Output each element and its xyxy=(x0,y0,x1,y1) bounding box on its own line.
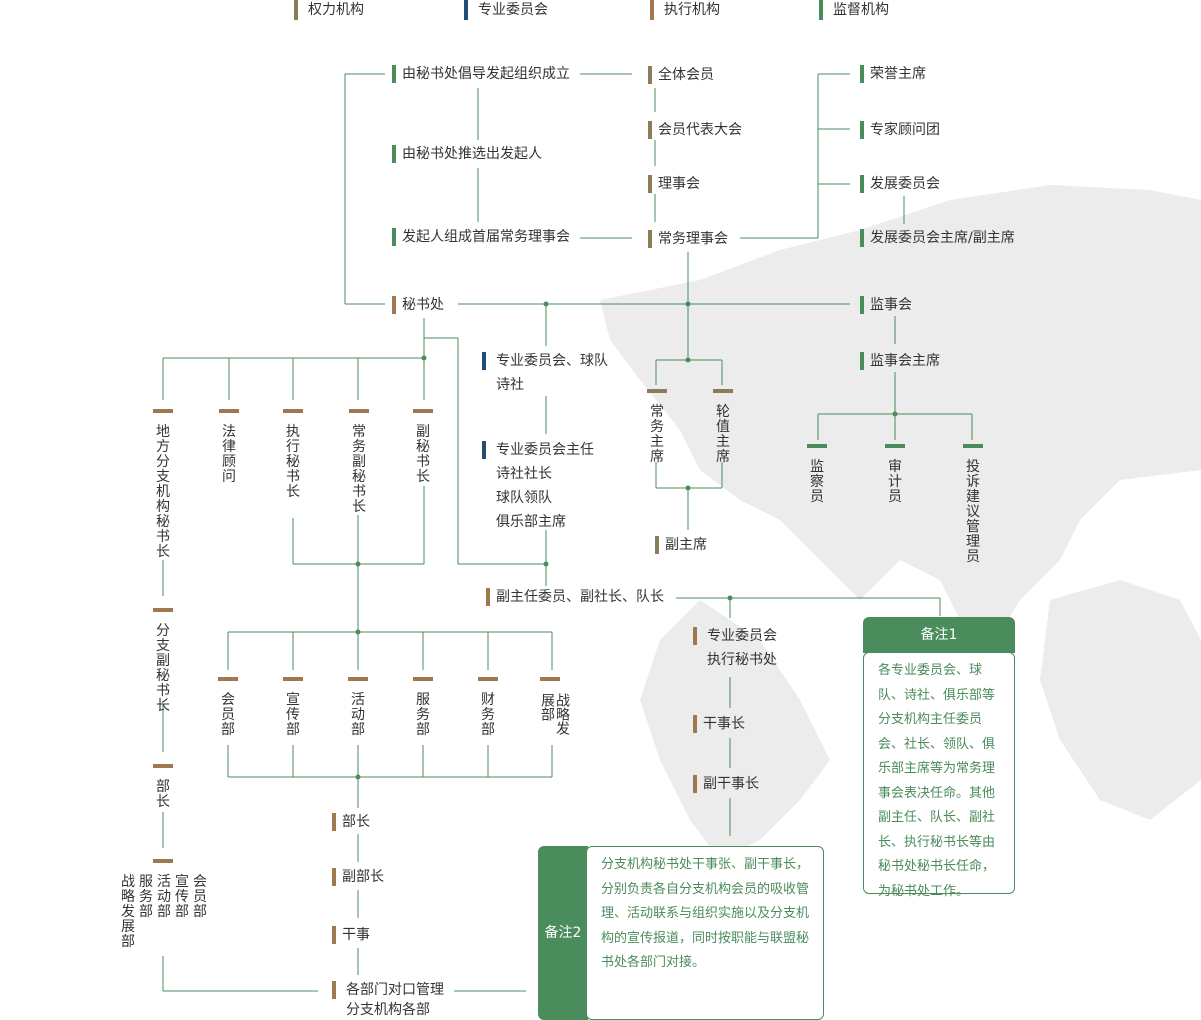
node-initiated: 由秘书处倡导发起组织成立 xyxy=(392,64,570,84)
node-dept-strategy: 战略发展部 xyxy=(539,693,570,735)
junction-dot-3 xyxy=(685,485,691,491)
note1-text: 各专业委员会、球队、诗社、俱乐部等分支机构主任委员会、社长、领队、俱乐部主席等为… xyxy=(863,652,1015,899)
node-branch-dept-member: 会 员 部 xyxy=(193,874,207,920)
node-legal-advisor: 法 律 顾 问 xyxy=(219,409,239,485)
node-branch-dept-publicity: 宣 传 部 xyxy=(175,874,189,920)
node-dept-activity: 活 动 部 xyxy=(348,677,368,738)
node-dept-staff: 干事 xyxy=(332,925,370,945)
node-branch-dept-activity: 活 动 部 xyxy=(157,874,171,920)
node-council: 理事会 xyxy=(648,174,700,194)
junction-dot-1 xyxy=(685,301,691,307)
node-secretariat: 秘书处 xyxy=(392,295,444,315)
node-supervisory-chair: 监事会主席 xyxy=(860,351,940,371)
node-branch-dept-service: 服 务 部 xyxy=(139,874,153,920)
junction-dot-9 xyxy=(355,774,361,780)
junction-dot-4 xyxy=(892,411,898,417)
node-branch-vice-secretary: 分 支 副 秘 书 长 xyxy=(153,608,173,714)
note2-text: 分支机构秘书处干事张、副干事长，分别负责各自分支机构会员的吸收管理、活动联系与组… xyxy=(586,846,824,1020)
node-standing-board: 常务理事会 xyxy=(648,229,728,249)
node-dev-chair: 发展委员会主席/副主席 xyxy=(860,228,1015,248)
node-elect-founders: 由秘书处推选出发起人 xyxy=(392,144,542,164)
node-rotating-chair: 轮 值 主 席 xyxy=(713,389,733,465)
junction-dots xyxy=(355,301,898,780)
node-deputies: 副主任委员、副社长、队长 xyxy=(486,587,664,607)
node-branch-minister: 部 长 xyxy=(153,764,173,810)
node-honor-chair: 荣誉主席 xyxy=(860,64,926,84)
legend-exec: 执行机构 xyxy=(650,0,720,20)
note1-title: 备注1 xyxy=(863,617,1015,653)
node-deputy-director: 副干事长 xyxy=(693,774,759,794)
node-exec-secretary: 执 行 秘 书 长 xyxy=(283,409,303,500)
node-dept-publicity: 宣 传 部 xyxy=(283,677,303,738)
dept-strategy-marker xyxy=(540,677,560,681)
node-standing-chair: 常 务 主 席 xyxy=(647,389,667,465)
node-complaint-manager: 投 诉 建 议 管 理 员 xyxy=(963,444,983,565)
node-dept-finance: 财 务 部 xyxy=(478,677,498,738)
node-supervisory-board: 监事会 xyxy=(860,295,912,315)
junction-dot-0 xyxy=(543,301,549,307)
node-dept-member: 会 员 部 xyxy=(218,677,238,738)
node-dept-service: 服 务 部 xyxy=(413,677,433,738)
node-committee-heads: 专业委员会主任 诗社社长 球队领队 俱乐部主席 xyxy=(482,438,594,534)
legend-supervise: 监督机构 xyxy=(819,0,889,20)
node-deputy-secretary: 副 秘 书 长 xyxy=(413,409,433,485)
world-map-background xyxy=(600,185,1201,860)
node-committees: 专业委员会、球队 诗社 xyxy=(482,349,608,397)
legend-committee: 专业委员会 xyxy=(464,0,548,20)
node-branch-dept-strategy: 战 略 发 展 部 xyxy=(121,874,135,950)
node-auditor: 审 计 员 xyxy=(885,444,905,505)
node-congress: 会员代表大会 xyxy=(648,120,742,140)
node-experts: 专家顾问团 xyxy=(860,120,940,140)
node-branch-secretary: 地 方 分 支 机 构 秘 书 长 xyxy=(153,409,173,560)
node-dev-committee: 发展委员会 xyxy=(860,174,940,194)
branch-depts-marker xyxy=(153,859,173,863)
junction-dot-10 xyxy=(727,595,733,601)
junction-dot-8 xyxy=(355,629,361,635)
node-vice-chair: 副主席 xyxy=(655,535,707,555)
node-dept-liaison: 各部门对口管理 分支机构各部 xyxy=(332,980,444,1020)
node-all-members: 全体会员 xyxy=(648,65,714,85)
node-exec-secretariat: 专业委员会 执行秘书处 xyxy=(693,624,777,672)
note2-title: 备注2 xyxy=(538,846,588,1020)
node-standing-deputy-secretary: 常 务 副 秘 书 长 xyxy=(349,409,369,515)
node-director: 干事长 xyxy=(693,714,745,734)
junction-dot-7 xyxy=(543,561,549,567)
node-dept-deputy: 副部长 xyxy=(332,867,384,887)
junction-dot-5 xyxy=(421,355,427,361)
legend-power: 权力机构 xyxy=(294,0,364,20)
node-dept-head: 部长 xyxy=(332,812,370,832)
node-first-board: 发起人组成首届常务理事会 xyxy=(392,227,570,247)
junction-dot-2 xyxy=(685,357,691,363)
node-inspector: 监 察 员 xyxy=(807,444,827,505)
junction-dot-6 xyxy=(355,561,361,567)
